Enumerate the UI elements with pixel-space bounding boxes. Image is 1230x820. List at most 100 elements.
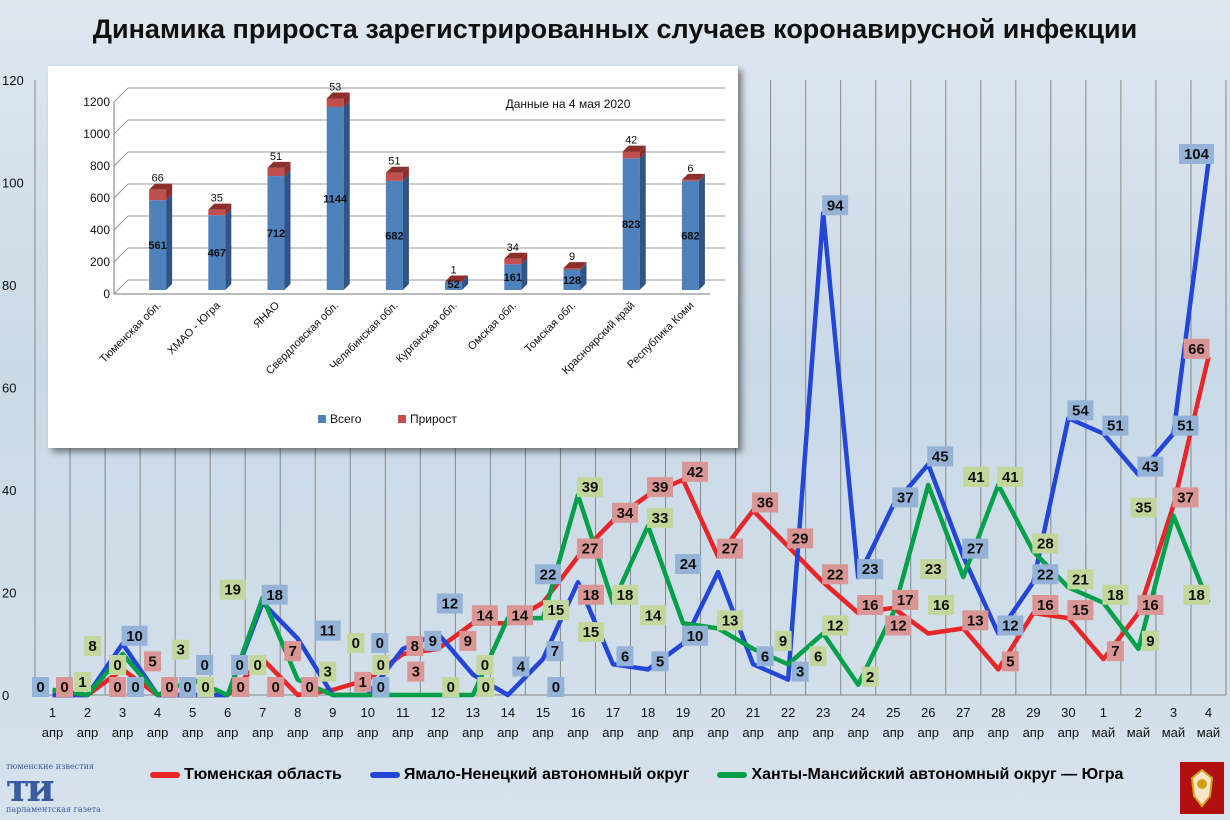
data-label-text: 9 [429,633,437,650]
data-label-text: 0 [306,679,314,696]
legend-swatch [398,415,406,423]
bar-total [326,106,344,291]
data-label-bg [717,538,744,559]
data-label-text: 10 [687,628,704,645]
x-tick-label: апр [1058,725,1080,740]
data-label-bg [809,646,827,667]
data-label-bg [576,477,603,498]
x-tick-label: 2 [1135,705,1142,720]
y-tick-label: 1000 [83,127,110,141]
x-tick-label: ЯНАО [251,299,282,330]
x-tick-label: 19 [676,705,690,720]
data-label: 34 [611,502,638,523]
data-label-bg [651,651,669,672]
y-tick-label: 80 [2,278,16,293]
x-tick-label: Республика Коми [625,300,696,371]
data-label-text: 42 [687,464,704,481]
x-tick-label: 17 [606,705,620,720]
bar-top [445,275,469,282]
bar-label-increase: 51 [270,151,282,163]
data-label-bg [997,466,1024,487]
x-tick-label: 13 [466,705,480,720]
data-label-bg [1067,600,1094,621]
data-label-text: 21 [1072,571,1089,588]
data-label-bg [647,477,674,498]
data-label: 51 [1102,415,1129,436]
data-label: 3 [407,661,425,682]
data-label: 0 [372,655,390,675]
data-label-text: 14 [512,607,529,624]
bar-total [681,180,699,290]
x-tick-label: апр [147,725,169,740]
data-label-bg [371,633,389,653]
data-label-bg [640,605,667,626]
data-label-bg [261,584,288,605]
x-tick-label: апр [777,725,799,740]
data-label: 13 [717,610,744,631]
bar-total-side [580,263,587,290]
data-label-bg [1178,144,1214,164]
data-label: 0 [127,677,145,697]
data-label-text: 27 [967,541,984,558]
x-tick-label: 24 [851,705,865,720]
y-tick-label: 1200 [83,95,110,109]
data-label-text: 41 [968,469,985,486]
data-label: 27 [717,538,744,559]
data-label: 39 [576,477,603,498]
data-label-text: 5 [656,653,664,670]
bar-label-total: 712 [267,228,285,240]
data-label-text: 7 [1111,643,1119,660]
y-tick-label: 20 [2,586,16,601]
data-label: 17 [892,589,919,610]
x-tick-label: Томская обл. [523,300,579,356]
data-label-bg [1141,630,1159,651]
data-label: 51 [1172,415,1199,436]
grid-line [113,87,725,103]
bar-increase [267,167,285,177]
data-label-bg [962,538,989,559]
data-label: 8 [406,636,424,656]
data-label-bg [752,492,779,513]
data-label: 39 [647,477,674,498]
bar-increase [563,268,581,270]
data-label-text: 22 [540,566,557,583]
data-label-bg [1172,487,1199,508]
data-label-bg [84,636,102,656]
bar-top [149,183,173,190]
data-label-text: 54 [1072,402,1089,419]
data-label-bg [1130,497,1157,518]
data-label-text: 1 [359,674,367,691]
x-tick-label: апр [988,725,1010,740]
data-label-text: 18 [1107,587,1124,604]
data-label: 0 [231,655,249,675]
data-label-text: 6 [814,648,822,665]
data-label: 12 [997,615,1024,636]
data-label-bg [647,507,674,528]
data-label-text: 0 [271,679,279,696]
bar-increase [622,151,640,159]
x-tick-label: Курганская обл. [394,300,460,366]
data-label-text: 18 [266,587,283,604]
data-label-bg [109,655,127,675]
data-label-text: 14 [645,607,662,624]
x-tick-label: апр [497,725,519,740]
x-tick-label: апр [882,725,904,740]
data-label-text: 16 [1142,597,1159,614]
data-label-text: 35 [1135,500,1152,517]
data-label: 7 [1106,641,1124,662]
x-tick-label: май [1197,725,1220,740]
x-tick-label: 25 [886,705,900,720]
data-label: 0 [267,677,285,697]
data-label-text: 3 [176,642,184,659]
data-label: 35 [1130,497,1157,518]
series-line-2 [52,482,1211,698]
data-label-text: 0 [376,635,384,652]
data-label-bg [682,461,709,482]
data-label-bg [267,677,285,697]
data-label: 0 [347,633,365,653]
x-tick-label: апр [252,725,274,740]
bar-increase-side [402,166,409,181]
data-label-bg [197,677,215,697]
data-label-bg [857,559,884,580]
data-label-text: 16 [1037,597,1054,614]
